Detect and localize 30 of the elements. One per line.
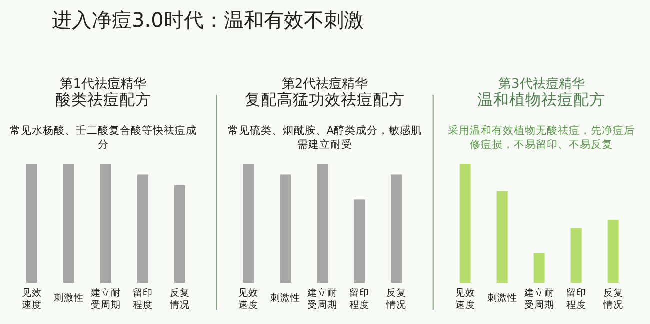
x-tick-label: 建立耐受周期 xyxy=(90,287,121,311)
bar xyxy=(460,164,471,283)
x-tick-label: 见效速度 xyxy=(22,288,42,311)
chart-subtitle: 复配高猛功效祛痘配方 xyxy=(245,91,405,109)
text: 采用温和有效植物无酸祛痘，先净痘后修痘损，不易留印、不易反复 xyxy=(448,124,636,151)
chart-title: 第1代祛痘精华 xyxy=(60,77,146,92)
text: 常见硫类、烟酰胺、A醇类成分，敏感肌需建立耐受 xyxy=(228,124,422,151)
x-tick-label: 留印程度 xyxy=(566,287,586,311)
x-tick-label: 反复情况 xyxy=(169,287,190,311)
chart-title: 第2代祛痘精华 xyxy=(282,77,368,92)
x-tick-label: 建立耐受周期 xyxy=(523,287,554,311)
x-tick-label: 反复情况 xyxy=(602,287,624,311)
chart-subtitle: 酸类祛痘配方 xyxy=(55,91,152,109)
text: 常见水杨酸、壬二酸复合酸等快祛痘成分 xyxy=(10,124,197,151)
x-tick-label: 刺激性 xyxy=(487,292,518,304)
chart-subtitle: 温和植物祛痘配方 xyxy=(478,91,606,109)
x-tick-label: 留印程度 xyxy=(350,287,370,311)
x-tick-label: 反复情况 xyxy=(386,287,407,311)
x-tick-label: 建立耐受周期 xyxy=(306,287,338,311)
chart-title: 第3代祛痘精华 xyxy=(498,77,585,92)
bar xyxy=(608,220,619,283)
x-tick-label: 留印程度 xyxy=(133,287,153,311)
x-tick-label: 见效速度 xyxy=(238,288,259,311)
bar xyxy=(534,253,545,283)
x-tick-label: 刺激性 xyxy=(270,292,301,304)
x-tick-label: 刺激性 xyxy=(54,292,84,304)
bar xyxy=(570,228,582,283)
x-tick-label: 见效速度 xyxy=(455,288,476,311)
text: 进入净痘3.0时代：温和有效不刺激 xyxy=(52,8,364,32)
bar xyxy=(496,191,508,283)
